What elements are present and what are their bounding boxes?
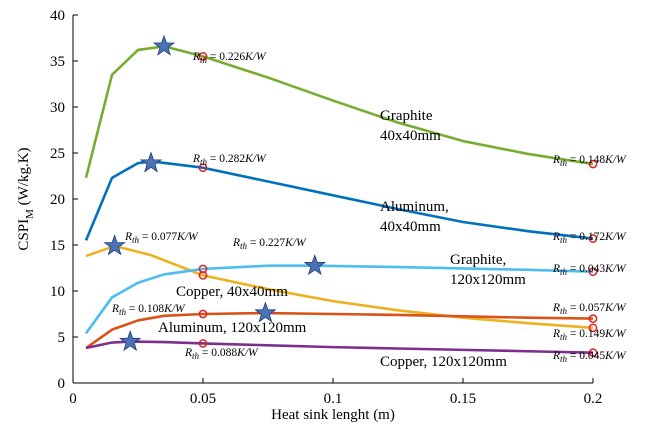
- circle-marker-aluminum_40: [198, 163, 208, 173]
- series-labels: Graphite 40x40mm Aluminum, 40x40mm Copper, 4…: [158, 108, 526, 370]
- circle-marker-copper_40: [198, 271, 208, 280]
- series-line-aluminum_40: [84, 159, 594, 241]
- y-axis-title: CSPIM (W/kg.K): [16, 147, 36, 250]
- rth-annotation: Rth = 0.077K/W: [124, 231, 199, 245]
- circle-marker-graphite_120: [198, 264, 208, 274]
- y-tick-label: 30: [50, 100, 65, 116]
- rth-annotation: Rth = 0.088K/W: [184, 347, 259, 361]
- series-line-copper_120: [85, 340, 594, 354]
- x-tick-label: 0: [69, 391, 77, 407]
- optimum-stars: [103, 34, 326, 352]
- y-axis-title-unit: (W/kg.K): [16, 147, 32, 209]
- rth-annotation: Rth = 0.172K/W: [552, 231, 627, 245]
- x-tick-label: 0.1: [324, 391, 343, 407]
- optimum-star-copper_40: [103, 234, 126, 256]
- optimum-star-graphite_120: [303, 253, 326, 276]
- circle-marker-graphite_120: [588, 267, 598, 277]
- optimum-star-graphite_40: [152, 34, 176, 56]
- rth-annotation: Rth = 0.057K/W: [552, 302, 627, 316]
- x-axis-title: Heat sink lenght (m): [271, 407, 395, 423]
- y-tick-label: 10: [50, 284, 65, 300]
- circle-marker-copper_40: [588, 323, 598, 333]
- circle-marker-aluminum_40: [588, 234, 598, 243]
- circle-marker-copper_120: [198, 339, 208, 348]
- rth-annotations: Rth = 0.226K/W Rth = 0.282K/W Rth = 0.077K…: [111, 51, 627, 364]
- rth-annotation: Rth = 0.282K/W: [192, 153, 267, 167]
- optimum-star-aluminum_40: [139, 151, 163, 173]
- rth-annotation: Rth = 0.045K/W: [552, 350, 627, 364]
- y-tick-label: 15: [50, 238, 65, 254]
- series-label-aluminum_40: Aluminum, 40x40mm: [380, 199, 449, 235]
- series-markers: [198, 52, 598, 357]
- y-tick-label: 35: [50, 54, 65, 70]
- series-label-graphite_40: Graphite 40x40mm: [380, 108, 441, 144]
- rth-annotation: Rth = 0.226K/W: [192, 51, 267, 65]
- y-tick-label: 25: [50, 146, 65, 162]
- y-axis-title-sub: M: [24, 209, 36, 219]
- y-tick-label: 5: [58, 330, 66, 346]
- x-tick-label: 0.2: [584, 391, 603, 407]
- circle-marker-graphite_40: [588, 159, 598, 169]
- rth-annotation: Rth = 0.148K/W: [552, 154, 627, 168]
- optimum-star-aluminum_120: [254, 301, 277, 323]
- y-tick-label: 20: [50, 192, 65, 208]
- series-line-graphite_40: [84, 44, 594, 179]
- rth-annotation: Rth = 0.227K/W: [232, 237, 307, 251]
- rth-annotation: Rth = 0.043K/W: [552, 263, 627, 277]
- series-label-graphite_120: Graphite, 120x120mm: [450, 252, 526, 288]
- series-line-copper_40: [85, 244, 594, 330]
- series-label-copper_120: Copper, 120x120mm: [380, 354, 507, 370]
- rth-annotation: Rth = 0.149K/W: [552, 328, 627, 342]
- series-line-graphite_120: [84, 264, 594, 335]
- rth-annotation: Rth = 0.108K/W: [111, 303, 186, 317]
- series-label-copper_40: Copper, 40x40mm: [176, 284, 288, 300]
- circle-marker-aluminum_120: [588, 314, 598, 323]
- y-tick-label: 40: [50, 8, 65, 24]
- circle-marker-aluminum_120: [198, 309, 208, 319]
- y-tick-label: 0: [58, 376, 66, 392]
- x-tick-label: 0.05: [190, 391, 216, 407]
- x-tick-label: 0.15: [450, 391, 476, 407]
- circle-marker-copper_120: [588, 348, 598, 357]
- series-label-aluminum_120: Aluminum, 120x120mm: [158, 320, 307, 336]
- series-lines: [84, 44, 594, 354]
- y-axis-title-main: CSPI: [16, 219, 32, 251]
- circle-marker-graphite_40: [198, 52, 208, 61]
- axes: 0 0.05 0.1 0.15 0.2 0 5 10 15 20 25 30 35 40 Heat sink…: [16, 8, 602, 423]
- optimum-star-copper_120: [119, 329, 142, 352]
